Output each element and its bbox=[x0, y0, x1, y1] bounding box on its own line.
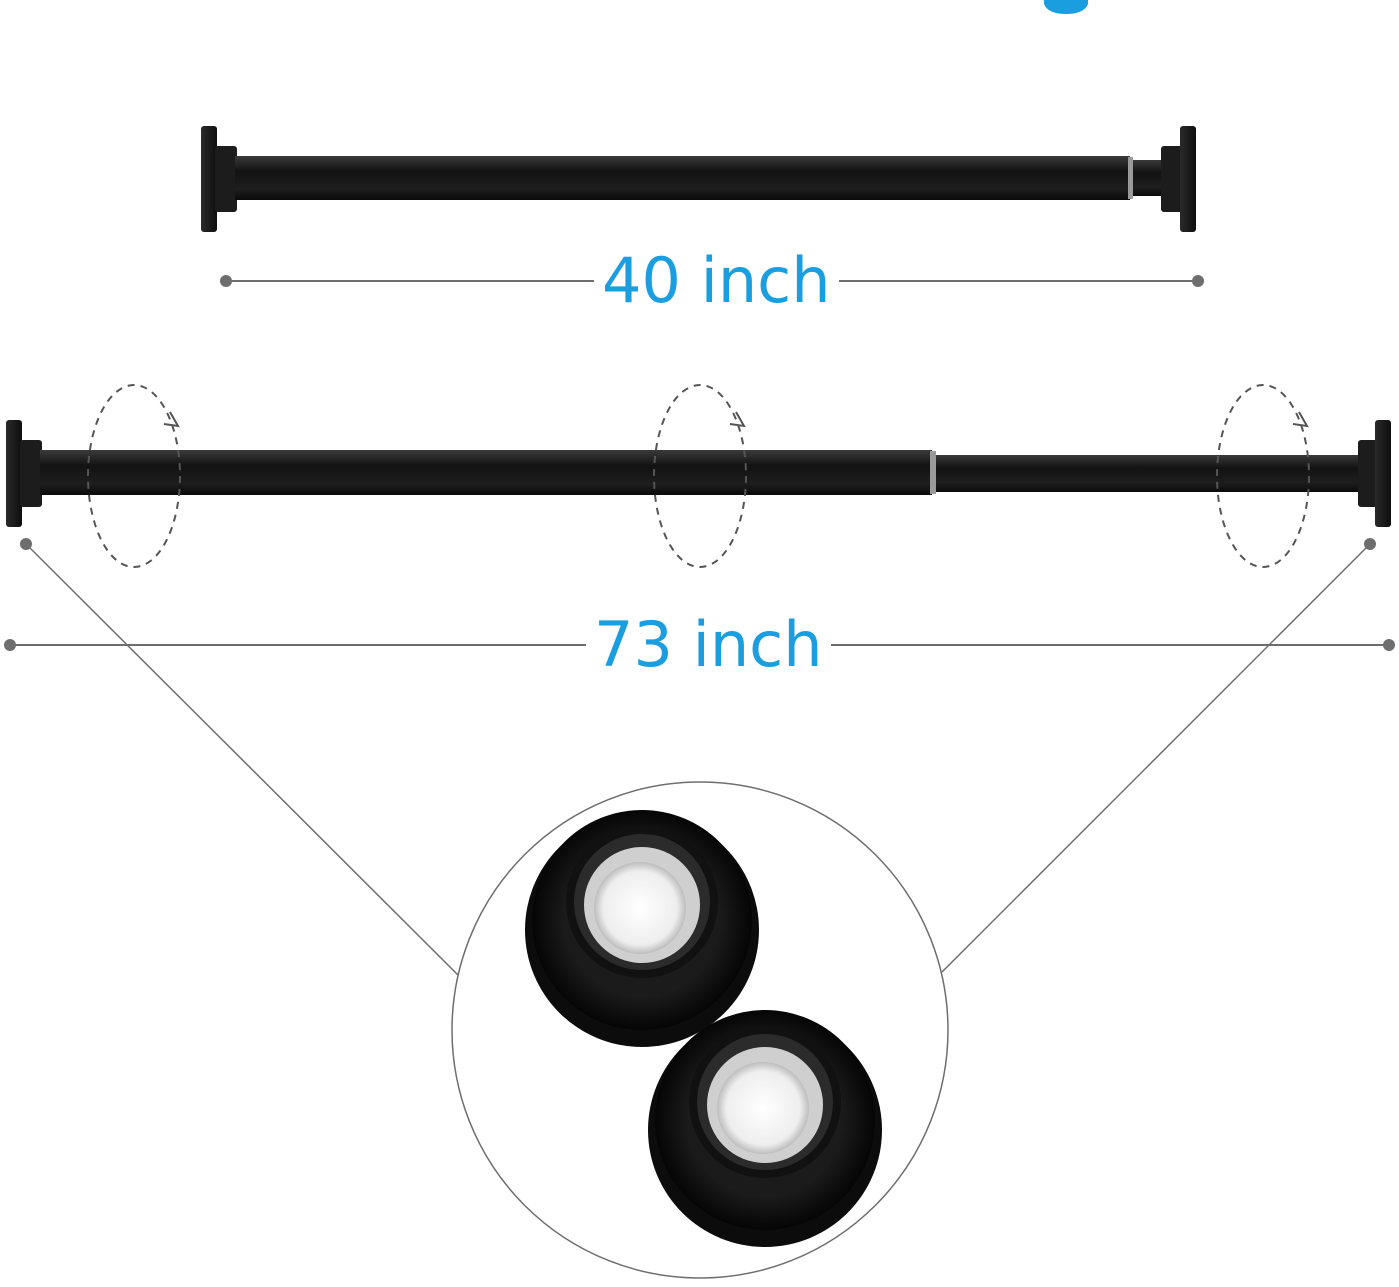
long-rod-left-cap bbox=[6, 420, 22, 527]
long-rod-outer-tube bbox=[40, 450, 932, 495]
rotate-arrow-icon bbox=[87, 384, 181, 568]
short-rod-joint bbox=[1128, 157, 1133, 199]
end-cap-hole bbox=[717, 1062, 809, 1154]
long-rod-left-collar bbox=[20, 440, 42, 507]
rotate-arrow-icon bbox=[729, 411, 746, 428]
short-rod-right-cap bbox=[1180, 126, 1196, 232]
short-rod-outer-tube bbox=[235, 156, 1130, 200]
short-rod-inner-tube bbox=[1133, 160, 1163, 196]
long-rod bbox=[6, 420, 1391, 527]
rotate-arrow-icon bbox=[1216, 384, 1310, 568]
short-rod bbox=[201, 126, 1196, 232]
end-cap-bottom bbox=[648, 1010, 882, 1247]
short-length-label: 40 inch bbox=[594, 250, 839, 312]
end-cap-detail bbox=[451, 781, 949, 1279]
dimension-endpoint bbox=[1383, 639, 1395, 651]
end-cap-top bbox=[525, 810, 759, 1047]
dimension-endpoint bbox=[220, 275, 232, 287]
dimension-endpoint bbox=[4, 639, 16, 651]
callout-endpoint bbox=[20, 538, 32, 550]
callout-endpoint bbox=[1364, 538, 1376, 550]
title-fragment bbox=[1044, 0, 1088, 14]
short-rod-right-collar bbox=[1161, 146, 1183, 212]
long-rod-right-collar bbox=[1358, 440, 1380, 507]
rotate-arrow-icon bbox=[163, 411, 180, 428]
callout-lines bbox=[20, 538, 1376, 976]
dimension-endpoint bbox=[1192, 275, 1204, 287]
rotate-arrow-icon bbox=[1292, 411, 1309, 428]
short-rod-left-collar bbox=[215, 146, 237, 212]
long-rod-inner-tube bbox=[936, 455, 1360, 492]
long-rod-right-cap bbox=[1375, 420, 1391, 527]
long-rod-joint bbox=[930, 451, 936, 494]
rotate-arrow-icon bbox=[653, 384, 747, 568]
end-cap-hole bbox=[594, 862, 686, 954]
long-length-label: 73 inch bbox=[586, 614, 831, 676]
short-rod-left-cap bbox=[201, 126, 217, 232]
